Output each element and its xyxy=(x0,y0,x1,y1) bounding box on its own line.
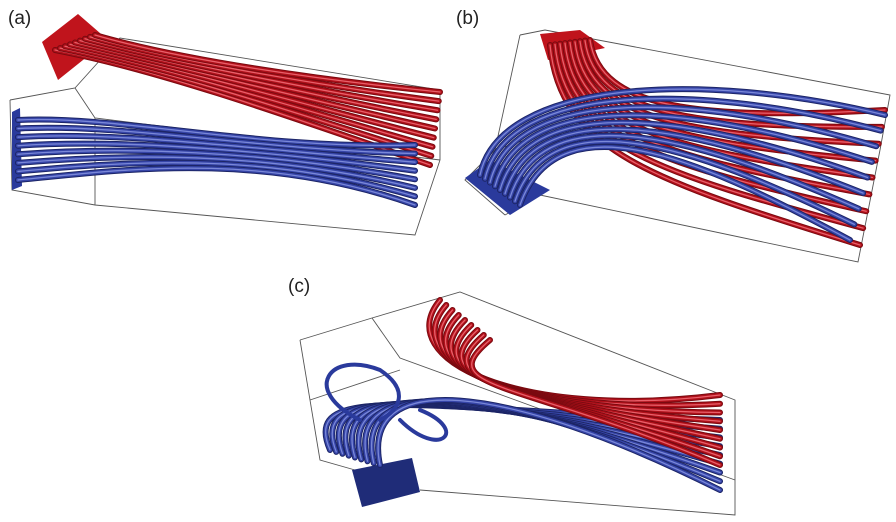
inlet-c-blue xyxy=(352,458,420,507)
panel-label: (b) xyxy=(456,8,479,29)
streamline-blue xyxy=(400,410,446,440)
figure: (a) (b) (c) xyxy=(0,0,896,522)
panel-label: (a) xyxy=(8,8,31,29)
panel-label: (c) xyxy=(288,276,310,297)
frame-edge xyxy=(420,480,735,515)
page: (a) (b) (c) (() => { const data = JSON.p… xyxy=(0,0,896,522)
streamlines xyxy=(18,35,885,490)
